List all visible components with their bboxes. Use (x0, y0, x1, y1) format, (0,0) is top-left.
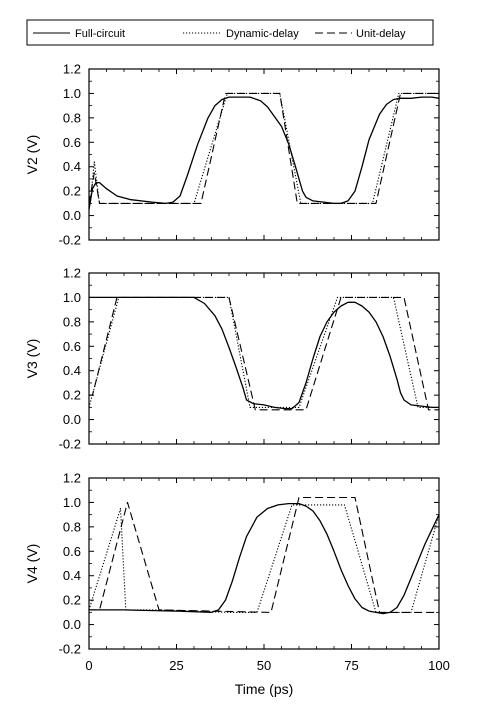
x-tick-label: 100 (428, 658, 450, 673)
x-tick-label: 25 (169, 658, 183, 673)
y-tick-label: 0.4 (63, 159, 81, 174)
y-tick-label: 1.0 (63, 86, 81, 101)
y-tick-label: 0.0 (63, 412, 81, 427)
series-line-full-circuit (89, 502, 440, 615)
series-line-full-circuit (89, 296, 439, 410)
y-tick-label: 0.6 (63, 339, 81, 354)
x-tick-label: 75 (344, 658, 358, 673)
y-tick-label: 0.2 (63, 184, 81, 199)
series-line-dynamic-delay (88, 504, 440, 613)
y-tick-label: 0.6 (63, 544, 81, 559)
y-tick-label: -0.2 (59, 437, 81, 452)
panel-2: 1.2 1.0 0.8 0.6 0.4 0.2 0.0 -0.2 V3 (V) (24, 266, 440, 452)
series-line-full-circuit (88, 96, 440, 210)
y-axis-label: V3 (V) (24, 339, 40, 379)
legend-box (26, 19, 434, 46)
y-tick-label: -0.2 (59, 233, 81, 248)
x-tick-label: 0 (85, 658, 92, 673)
y-tick-label: 1.2 (63, 266, 81, 281)
x-axis-label: Time (ps) (235, 681, 294, 697)
panel-1: 1.2 1.0 0.8 0.6 0.4 0.2 0.0 -0.2 V2 (V) (24, 62, 440, 248)
y-tick-label: 0.4 (63, 568, 81, 583)
y-tick-label: 0.2 (63, 593, 81, 608)
series-line-unit-delay (88, 92, 439, 204)
series-line-unit-delay (89, 496, 439, 613)
x-tick-label: 50 (257, 658, 271, 673)
plot-frame (88, 477, 440, 650)
chart-panels: 1.2 1.0 0.8 0.6 0.4 0.2 0.0 -0.2 V2 (V) 1.2 1.0 0.8… (24, 62, 450, 674)
legend: Full-circuit Dynamic-delay Unit-delay (26, 19, 434, 46)
series-line-dynamic-delay (88, 296, 439, 408)
panel-3: 1.2 1.0 0.8 0.6 0.4 0.2 0.0 -0.2 0 25 50 75 100 V4 (V… (24, 471, 450, 674)
y-tick-label: 1.0 (63, 495, 81, 510)
series-line-dynamic-delay (88, 92, 439, 204)
legend-label: Dynamic-delay (226, 28, 299, 40)
legend-label: Full-circuit (75, 28, 125, 40)
y-tick-label: 0.0 (63, 208, 81, 223)
y-tick-label: 0.0 (63, 617, 81, 632)
series-line-unit-delay (89, 296, 439, 411)
y-axis-label: V4 (V) (24, 544, 40, 584)
y-tick-label: 1.2 (63, 471, 81, 486)
y-tick-label: 1.0 (63, 290, 81, 305)
y-tick-label: 0.4 (63, 363, 81, 378)
y-tick-label: 0.8 (63, 519, 81, 534)
y-tick-label: 1.2 (63, 62, 81, 77)
y-tick-label: 0.8 (63, 314, 81, 329)
y-tick-label: 0.6 (63, 135, 81, 150)
y-tick-label: 0.2 (63, 388, 81, 403)
y-tick-label: -0.2 (59, 642, 81, 657)
y-axis-label: V2 (V) (24, 135, 40, 175)
plot-frame (88, 272, 440, 445)
y-tick-label: 0.8 (63, 110, 81, 125)
legend-label: Unit-delay (356, 28, 406, 40)
